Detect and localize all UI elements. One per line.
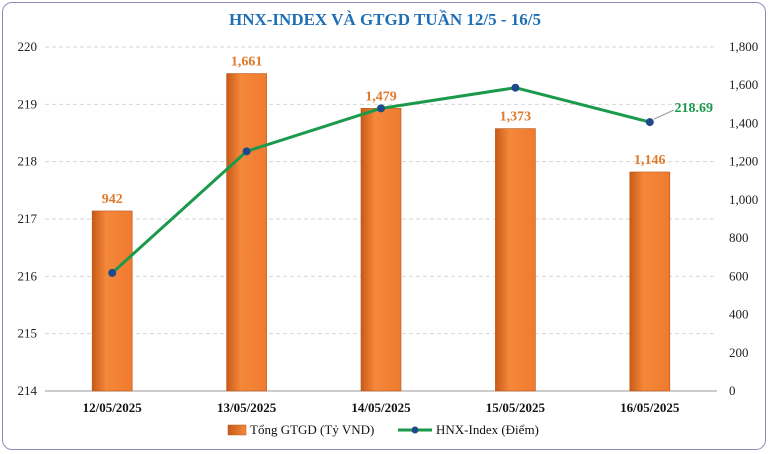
x-tick-label: 14/05/2025 [351, 400, 411, 415]
right-tick-label: 600 [729, 268, 749, 283]
right-tick-label: 1,600 [729, 77, 758, 92]
x-tick-label: 12/05/2025 [83, 400, 143, 415]
legend-bar-label: Tổng GTGD (Tỷ VND) [250, 422, 374, 437]
index-point [377, 104, 385, 113]
bar-value-label: 1,146 [634, 153, 666, 168]
right-tick-label: 1,800 [729, 39, 758, 54]
x-axis: 12/05/2025 13/05/2025 14/05/2025 15/05/2025… [83, 400, 680, 415]
right-tick-label: 0 [729, 383, 736, 398]
left-tick-label: 216 [18, 268, 38, 283]
data-labels: 942 1,661 1,479 1,373 1,146 218.69 [102, 55, 713, 207]
index-point [645, 118, 654, 127]
chart-title: HNX-INDEX VÀ GTGD TUẦN 12/5 - 16/5 [229, 10, 541, 29]
x-tick-label: 13/05/2025 [217, 400, 277, 415]
right-tick-label: 1,200 [729, 154, 758, 169]
left-tick-label: 220 [18, 39, 38, 54]
bars [91, 73, 671, 392]
left-tick-label: 214 [18, 383, 38, 398]
right-tick-label: 400 [729, 307, 749, 322]
bar-value-label: 1,479 [365, 89, 397, 104]
left-axis: 214 215 216 217 218 219 220 [18, 39, 38, 398]
legend-bar-swatch [227, 424, 247, 436]
index-value-label: 218.69 [675, 101, 714, 116]
bar-value-label: 1,373 [500, 110, 532, 125]
legend-line-label: HNX-Index (Điểm) [436, 422, 539, 437]
index-point [108, 268, 117, 277]
bar [495, 128, 536, 392]
index-point [242, 147, 251, 156]
legend-line-marker [411, 426, 419, 434]
legend: Tổng GTGD (Tỷ VND) HNX-Index (Điểm) [227, 422, 539, 437]
x-tick-label: 15/05/2025 [486, 400, 546, 415]
bar-value-label: 942 [102, 192, 123, 207]
right-tick-label: 800 [729, 230, 749, 245]
x-tick-label: 16/05/2025 [620, 400, 680, 415]
left-tick-label: 218 [18, 154, 38, 169]
left-tick-label: 215 [18, 326, 38, 341]
right-axis: 0 200 400 600 800 1,000 1,200 1,400 1,600 1,800 [729, 39, 758, 398]
index-point [511, 83, 520, 92]
right-tick-label: 1,000 [729, 192, 758, 207]
bar [360, 108, 402, 392]
left-tick-label: 219 [18, 96, 38, 111]
bar [226, 73, 267, 392]
bar-value-label: 1,661 [231, 55, 263, 70]
bar [91, 210, 133, 392]
index-line [108, 83, 654, 277]
right-tick-label: 200 [729, 345, 749, 360]
bar [629, 171, 671, 392]
label-leader-line [653, 109, 675, 120]
left-tick-label: 217 [18, 211, 38, 226]
right-tick-label: 1,400 [729, 115, 758, 130]
